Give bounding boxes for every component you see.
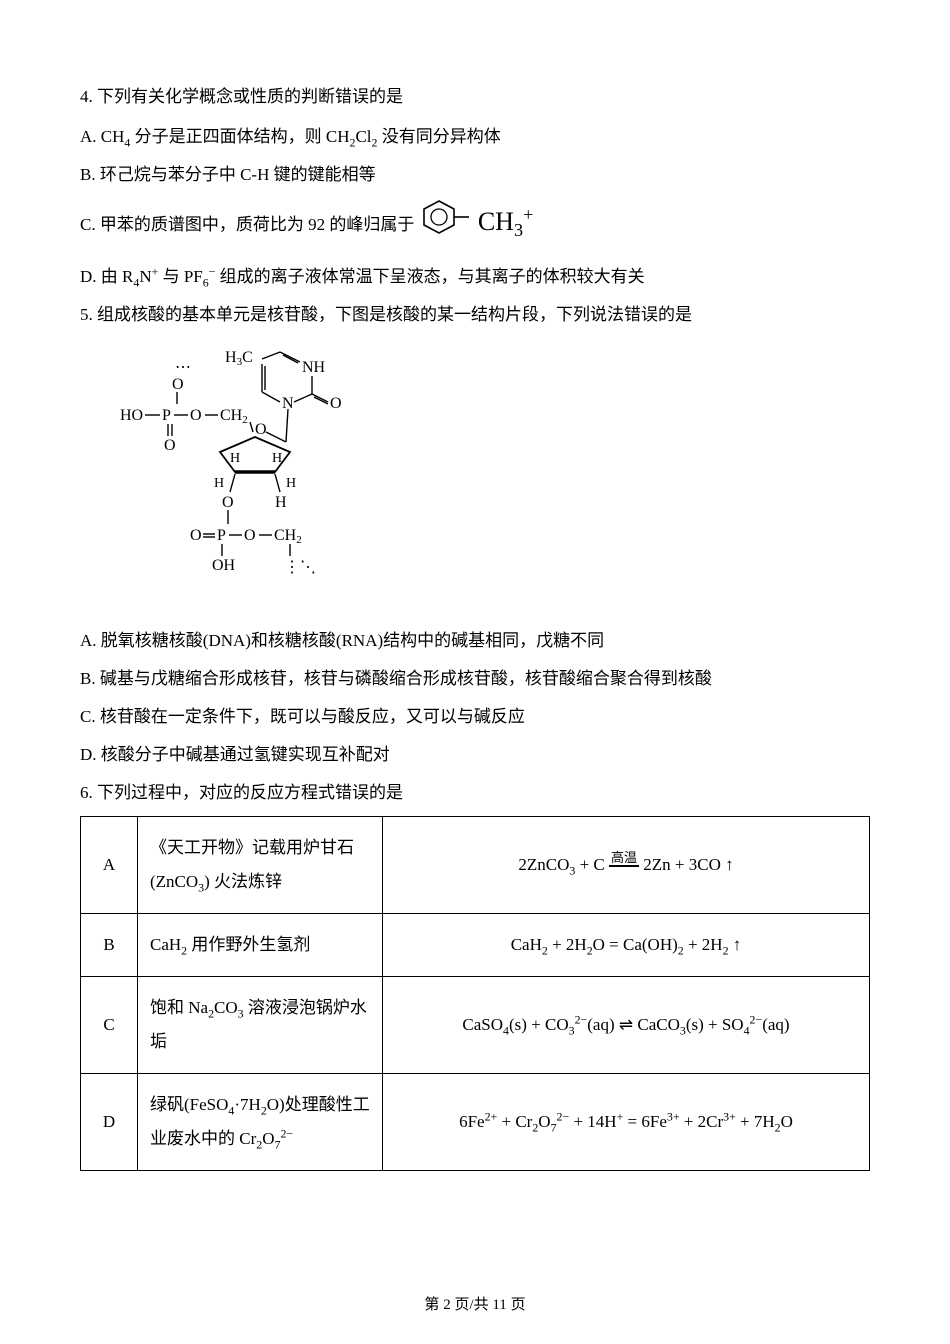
q4-stem: 4. 下列有关化学概念或性质的判断错误的是 xyxy=(80,80,870,114)
q4-option-d: D. 由 R4N+ 与 PF6− 组成的离子液体常温下呈液态，与其离子的体积较大… xyxy=(80,260,870,294)
svg-text:O: O xyxy=(244,527,256,544)
q4d-pre: D. 由 xyxy=(80,267,122,286)
svg-text:⋮⋱: ⋮⋱ xyxy=(284,559,316,576)
svg-text:⋯: ⋯ xyxy=(175,359,191,376)
svg-text:OH: OH xyxy=(212,557,236,574)
q4d-post: 组成的离子液体常温下呈液态，与其离子的体积较大有关 xyxy=(215,267,644,286)
svg-text:CH2: CH2 xyxy=(220,407,248,426)
svg-text:H3C: H3C xyxy=(225,349,253,368)
q4-option-a: A. CH4 分子是正四面体结构，则 CH2Cl2 没有同分异构体 xyxy=(80,120,870,154)
q4a-post: 没有同分异构体 xyxy=(377,127,500,146)
page-content: 4. 下列有关化学概念或性质的判断错误的是 A. CH4 分子是正四面体结构，则… xyxy=(0,0,950,1231)
high-temp-condition-icon: 高温 xyxy=(609,851,639,881)
q4-option-b: B. 环己烷与苯分子中 C-H 键的键能相等 xyxy=(80,158,870,192)
q4a-f2: CH2Cl2 xyxy=(326,127,378,146)
q5-stem: 5. 组成核酸的基本单元是核苷酸，下图是核酸的某一结构片段，下列说法错误的是 xyxy=(80,298,870,332)
page-footer: 第 2 页/共 11 页 xyxy=(0,1293,950,1314)
svg-text:O: O xyxy=(172,376,184,393)
q5-option-c: C. 核苷酸在一定条件下，既可以与酸反应，又可以与碱反应 xyxy=(80,700,870,734)
svg-text:O: O xyxy=(190,407,202,424)
q4d-mid: 与 xyxy=(158,267,184,286)
q4a-f1: CH4 xyxy=(101,127,131,146)
svg-text:O: O xyxy=(222,494,234,511)
svg-text:NH: NH xyxy=(302,359,326,376)
svg-text:H: H xyxy=(272,451,282,466)
q6-a-desc: 《天工开物》记载用炉甘石 (ZnCO3) 火法炼锌 xyxy=(138,817,383,914)
q4c-pre: C. 甲苯的质谱图中，质荷比为 92 的峰归属于 xyxy=(80,215,419,234)
q6-c-eq: CaSO4(s) + CO32−(aq) ⇌ CaCO3(s) + SO42−(… xyxy=(383,977,870,1074)
q6-b-eq: CaH2 + 2H2O = Ca(OH)2 + 2H2 ↑ xyxy=(383,914,870,977)
q6-c-desc: 饱和 Na2CO3 溶液浸泡锅炉水垢 xyxy=(138,977,383,1074)
q5-option-a: A. 脱氧核糖核酸(DNA)和核糖核酸(RNA)结构中的碱基相同，戊糖不同 xyxy=(80,624,870,658)
q6-b-label: B xyxy=(81,914,138,977)
q6-stem: 6. 下列过程中，对应的反应方程式错误的是 xyxy=(80,776,870,810)
table-row: C 饱和 Na2CO3 溶液浸泡锅炉水垢 CaSO4(s) + CO32−(aq… xyxy=(81,977,870,1074)
svg-text:H: H xyxy=(275,494,287,511)
svg-text:O: O xyxy=(330,395,342,412)
svg-text:H: H xyxy=(230,451,240,466)
q6-b-desc: CaH2 用作野外生氢剂 xyxy=(138,914,383,977)
svg-text:O: O xyxy=(190,527,202,544)
q6-d-eq: 6Fe2+ + Cr2O72− + 14H+ = 6Fe3+ + 2Cr3+ +… xyxy=(383,1074,870,1171)
q6-a-eq: 2ZnCO3 + C 高温 2Zn + 3CO ↑ xyxy=(383,817,870,914)
svg-text:H: H xyxy=(214,476,224,491)
svg-text:P: P xyxy=(162,407,171,424)
svg-text:O: O xyxy=(255,421,267,438)
svg-text:H: H xyxy=(286,476,296,491)
q4d-f2: PF6− xyxy=(184,267,216,286)
table-row: B CaH2 用作野外生氢剂 CaH2 + 2H2O = Ca(OH)2 + 2… xyxy=(81,914,870,977)
svg-text:P: P xyxy=(217,527,226,544)
svg-text:O: O xyxy=(164,437,176,454)
table-row: D 绿矾(FeSO4·7H2O)处理酸性工业废水中的 Cr2O72− 6Fe2+… xyxy=(81,1074,870,1171)
q5-option-b: B. 碱基与戊糖缩合形成核苷，核苷与磷酸缩合形成核苷酸，核苷酸缩合聚合得到核酸 xyxy=(80,662,870,696)
q4a-pre: A. xyxy=(80,127,101,146)
svg-text:HO: HO xyxy=(120,407,143,424)
q6-c-label: C xyxy=(81,977,138,1074)
q5-option-d: D. 核酸分子中碱基通过氢键实现互补配对 xyxy=(80,738,870,772)
q4c-f: CH3+ xyxy=(478,207,533,236)
q4-option-c: C. 甲苯的质谱图中，质荷比为 92 的峰归属于 CH3+ xyxy=(80,196,870,256)
benzene-icon xyxy=(419,196,474,256)
svg-text:CH2: CH2 xyxy=(274,527,302,546)
table-row: A 《天工开物》记载用炉甘石 (ZnCO3) 火法炼锌 2ZnCO3 + C 高… xyxy=(81,817,870,914)
q4d-f1: R4N+ xyxy=(122,267,158,286)
q4a-mid: 分子是正四面体结构，则 xyxy=(130,127,326,146)
q6-d-label: D xyxy=(81,1074,138,1171)
q6-d-desc: 绿矾(FeSO4·7H2O)处理酸性工业废水中的 Cr2O72− xyxy=(138,1074,383,1171)
reversible-arrow-icon: ⇌ xyxy=(619,1008,633,1042)
q6-a-label: A xyxy=(81,817,138,914)
nucleotide-structure-icon: H3C NH O N ⋯ O HO P xyxy=(90,342,870,614)
q6-equation-table: A 《天工开物》记载用炉甘石 (ZnCO3) 火法炼锌 2ZnCO3 + C 高… xyxy=(80,816,870,1171)
